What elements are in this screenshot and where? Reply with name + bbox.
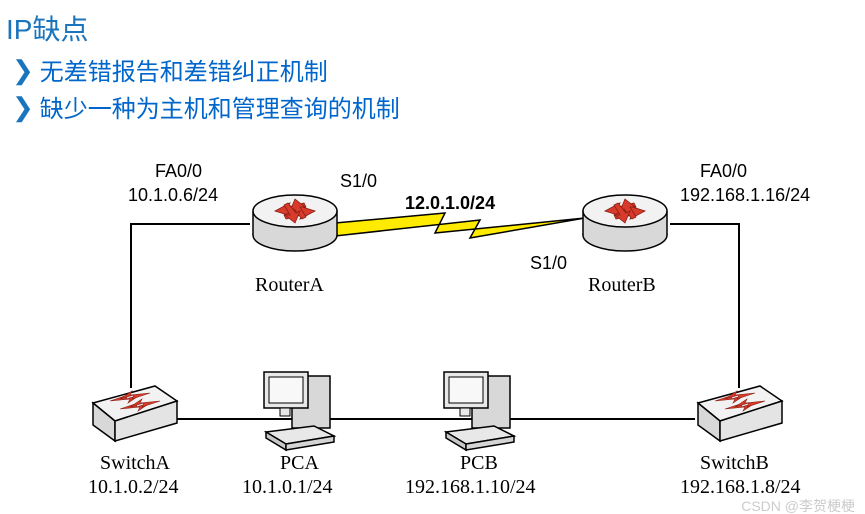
edge	[130, 223, 132, 388]
pc-b-icon	[440, 368, 520, 448]
edge	[175, 418, 695, 420]
switch-a-name: SwitchA	[100, 451, 170, 475]
watermark: CSDN @李贺梗梗	[741, 496, 855, 514]
router-a-wan-iface: S1/0	[340, 171, 377, 192]
router-b-icon	[580, 193, 670, 253]
pc-a-ip: 10.1.0.1/24	[242, 475, 333, 499]
router-b-lan-iface: FA0/0	[700, 161, 747, 182]
chevron-right-icon: ❯	[12, 94, 34, 120]
router-b-ip: 192.168.1.16/24	[680, 185, 810, 206]
page-title: IP缺点	[6, 8, 865, 48]
edge	[670, 223, 740, 225]
switch-a-icon	[90, 383, 180, 445]
network-diagram: FA0/0 10.1.0.6/24 S1/0 12.0.1.0/24 S1/0 …	[0, 143, 865, 514]
edge	[738, 223, 740, 388]
edge	[130, 223, 250, 225]
pc-b-name: PCB	[460, 451, 498, 475]
bullet-1: ❯ 无差错报告和差错纠正机制	[12, 52, 865, 87]
pc-b-ip: 192.168.1.10/24	[405, 475, 536, 499]
pc-a-name: PCA	[280, 451, 319, 475]
router-a-icon	[250, 193, 340, 253]
router-a-lan-iface: FA0/0	[155, 161, 202, 182]
pc-a-icon	[260, 368, 340, 448]
wan-subnet: 12.0.1.0/24	[405, 193, 495, 214]
chevron-right-icon: ❯	[12, 57, 34, 83]
router-a-ip: 10.1.0.6/24	[128, 185, 218, 206]
bullet-text: 缺少一种为主机和管理查询的机制	[40, 89, 400, 124]
router-b-wan-iface: S1/0	[530, 253, 567, 274]
router-a-name: RouterA	[255, 273, 324, 297]
bullet-text: 无差错报告和差错纠正机制	[40, 52, 328, 87]
bullet-2: ❯ 缺少一种为主机和管理查询的机制	[12, 89, 865, 124]
switch-b-name: SwitchB	[700, 451, 769, 475]
switch-a-ip: 10.1.0.2/24	[88, 475, 179, 499]
router-b-name: RouterB	[588, 273, 656, 297]
switch-b-icon	[695, 383, 785, 445]
